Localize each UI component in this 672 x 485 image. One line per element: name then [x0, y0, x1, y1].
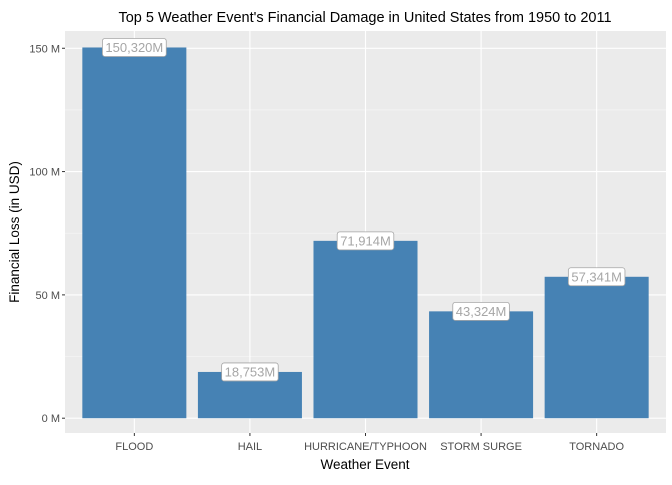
bars: [82, 47, 649, 419]
data-label: 150,320M: [102, 38, 167, 57]
x-axis: FLOOD HAIL HURRICANE/TYPHOON STORM SURGE TOR…: [115, 433, 624, 453]
y-tick-label: 150 M: [29, 43, 60, 55]
data-label-box: [452, 301, 510, 321]
data-label-box: [336, 231, 395, 251]
data-label-box: [221, 362, 279, 382]
x-tick-label: FLOOD: [115, 441, 153, 453]
value-labels: 150,320M 18,753M 71,914M 43,324M 57,341M: [102, 38, 626, 382]
bar: [429, 311, 534, 419]
data-label-text: 71,914M: [340, 233, 391, 248]
data-label-text: 150,320M: [105, 40, 163, 55]
bar: [82, 47, 187, 419]
x-tick-label: HAIL: [238, 441, 262, 453]
data-label: 57,341M: [567, 267, 626, 287]
data-label: 18,753M: [221, 362, 279, 382]
y-tick-label: 50 M: [36, 290, 60, 302]
data-label-box: [567, 267, 626, 287]
x-tick-label: HURRICANE/TYPHOON: [304, 441, 427, 453]
data-label-text: 57,341M: [571, 269, 622, 284]
data-label: 43,324M: [452, 301, 510, 321]
data-label-text: 43,324M: [456, 304, 507, 319]
y-tick-label: 100 M: [29, 167, 60, 179]
bar: [313, 240, 418, 419]
x-axis-title: Weather Event: [320, 457, 409, 472]
y-tick-label: 0 M: [42, 413, 60, 425]
data-label-box: [102, 38, 167, 57]
x-tick-label: STORM SURGE: [440, 441, 522, 453]
chart-title: Top 5 Weather Event's Financial Damage i…: [118, 10, 611, 26]
x-tick-label: TORNADO: [569, 441, 624, 453]
y-axis: 0 M 50 M 100 M 150 M: [29, 43, 65, 425]
data-label-text: 18,753M: [225, 364, 276, 379]
bar: [544, 276, 649, 419]
data-label: 71,914M: [336, 231, 395, 251]
y-axis-title: Financial Loss (in USD): [7, 161, 22, 303]
